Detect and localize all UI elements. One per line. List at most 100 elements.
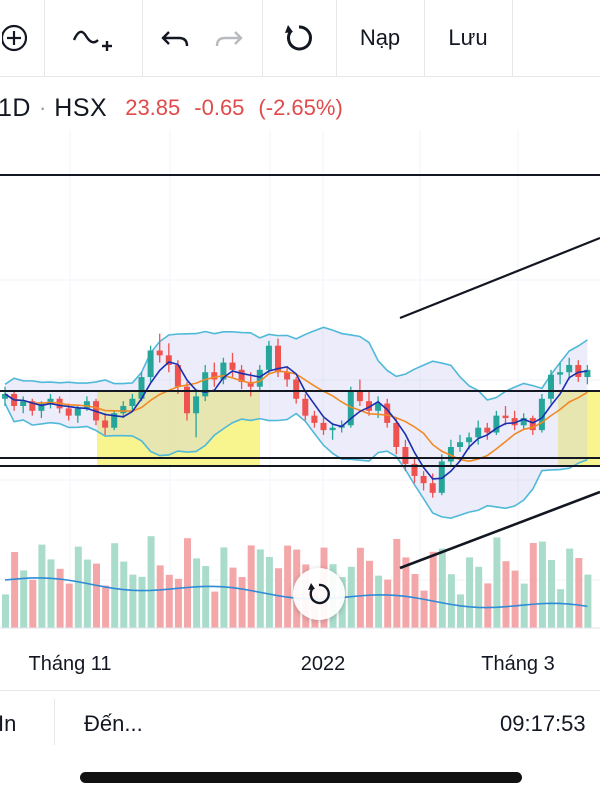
volume-bar (102, 585, 110, 628)
candle-body (156, 350, 163, 356)
reset-chart-button[interactable] (293, 568, 345, 620)
highlight-zone (97, 390, 260, 465)
volume-bar (402, 557, 410, 628)
lower-band (4, 403, 588, 519)
candle-body (411, 463, 418, 476)
volume-bar (566, 548, 574, 628)
candle-body (147, 350, 154, 378)
candle-body (102, 420, 109, 428)
volume-bar (265, 557, 273, 628)
volume-bar (420, 590, 428, 628)
candle-body (47, 398, 54, 404)
candlesticks (2, 333, 591, 498)
candle-body (575, 365, 582, 378)
candle-body (265, 345, 272, 370)
candle-body (356, 391, 363, 402)
candle-body (184, 386, 190, 414)
volume-bar (256, 549, 264, 628)
candle-body (529, 418, 536, 431)
undo-icon[interactable] (155, 18, 195, 58)
candle-body (584, 369, 591, 378)
volume-bar (466, 557, 474, 628)
candle-body (502, 415, 509, 419)
volume-bar (457, 594, 464, 628)
drawing-lines[interactable] (0, 174, 600, 570)
volume-bar (393, 539, 401, 628)
volume-bar (275, 568, 282, 628)
volume-bar (584, 574, 592, 628)
volume-bar (284, 545, 292, 628)
volume-bar (502, 561, 510, 628)
candle-body (402, 447, 409, 464)
save-button[interactable]: Lưu (424, 0, 513, 76)
volume-bar (165, 574, 173, 628)
reload-icon (285, 25, 312, 51)
volume-bar (493, 537, 501, 628)
candle-body (275, 345, 281, 373)
volume-bar (447, 574, 455, 628)
indicators-button[interactable] (44, 0, 143, 76)
price-chart[interactable]: Tháng 11 2022 Tháng 3 (0, 130, 600, 690)
volume-bar (47, 559, 55, 628)
candle-body (420, 475, 427, 484)
moving-averages (4, 361, 588, 480)
home-indicator (80, 772, 522, 783)
redo-icon[interactable] (209, 18, 249, 58)
volume-bar (38, 544, 46, 628)
volume-bar (29, 579, 37, 628)
candle-body (293, 379, 300, 399)
volume-bar (2, 594, 9, 628)
candle-body (202, 372, 209, 397)
volume-bar (20, 570, 28, 628)
load-label: Nạp (359, 25, 401, 50)
candle-body (447, 447, 454, 462)
volume-bar (366, 560, 373, 628)
volume-bar (93, 563, 100, 628)
add-indicator-button[interactable] (0, 0, 45, 76)
candle-body (438, 461, 445, 493)
range-button-fragment[interactable]: In (0, 711, 17, 736)
candle-body (457, 442, 463, 447)
volume-bar (184, 538, 191, 628)
candle-body (493, 415, 500, 433)
volume-bar (375, 575, 383, 628)
highlight-zone (558, 390, 600, 465)
candle-body (393, 422, 400, 447)
candle-body (375, 403, 382, 411)
candle-body (520, 418, 527, 426)
candle-body (511, 418, 518, 426)
volume-bar (238, 577, 246, 628)
bollinger-bands (4, 326, 588, 519)
goto-date-button[interactable]: Đến... (84, 711, 143, 736)
exchange-label[interactable]: HSX (54, 93, 108, 122)
volume-bar (411, 574, 419, 628)
candle-body (29, 401, 36, 411)
candle-body (38, 403, 45, 411)
candle-body (329, 427, 336, 431)
ma-fast (4, 361, 588, 480)
candle-body (229, 362, 236, 370)
volume-bar (83, 559, 91, 628)
tick-label: Tháng 11 (28, 653, 111, 675)
candle-body (302, 398, 309, 416)
candle-body (83, 401, 90, 409)
volume-bar (129, 574, 137, 628)
interval-label[interactable]: 1D (0, 93, 31, 122)
volume-bar (438, 548, 446, 628)
volume-bar (11, 552, 19, 628)
reload-button[interactable] (262, 0, 337, 76)
candle-body (548, 374, 554, 399)
candle-body (211, 372, 218, 380)
candle-body (193, 396, 200, 414)
volume-bar (356, 547, 364, 628)
candle-body (320, 422, 327, 431)
volume-bar (56, 568, 64, 628)
candle-body (429, 483, 436, 493)
price-change: -0.65 (194, 95, 245, 120)
trend-line (399, 490, 600, 570)
indicator-icon (72, 30, 112, 51)
candle-body (384, 403, 391, 423)
volume-bar (529, 543, 537, 628)
volume-bars (2, 536, 592, 628)
load-button[interactable]: Nạp (336, 0, 425, 76)
